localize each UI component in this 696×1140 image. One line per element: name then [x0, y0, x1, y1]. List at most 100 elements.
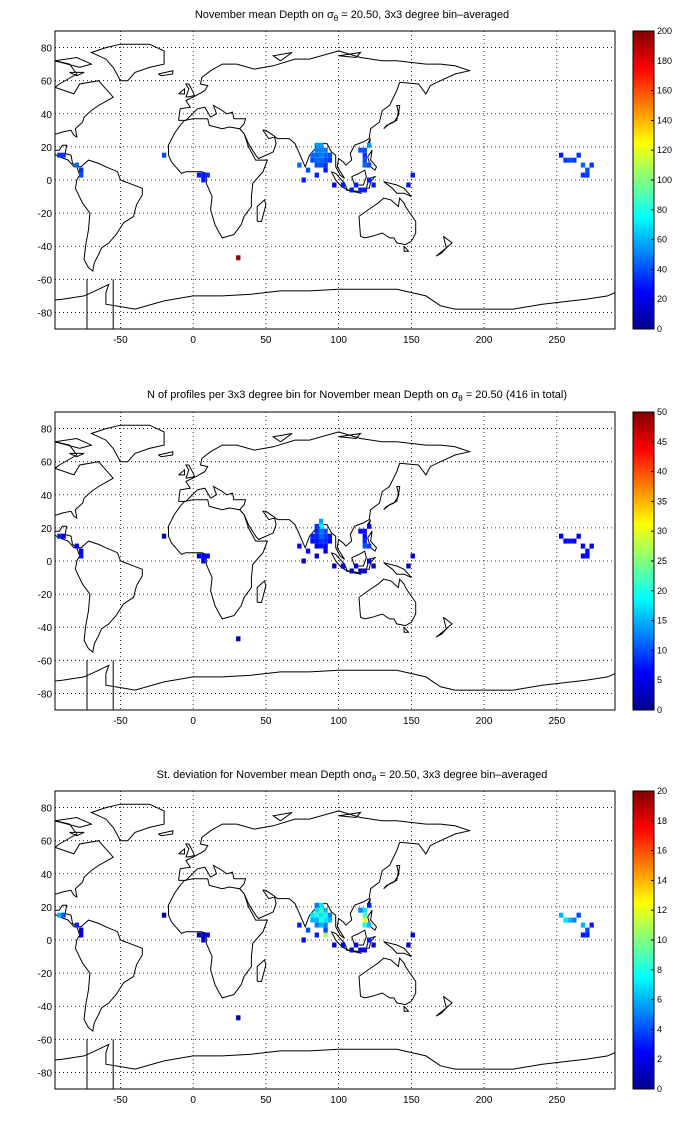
- x-tick-label: 250: [548, 716, 565, 727]
- coastline: [178, 50, 472, 179]
- data-cell: [314, 172, 319, 178]
- x-tick-label: 250: [548, 1095, 565, 1106]
- colorbar-tick-label: 20: [657, 294, 667, 304]
- coastline: [185, 843, 196, 858]
- coastline: [351, 929, 367, 946]
- data-cell: [319, 162, 324, 168]
- data-cell: [319, 157, 324, 163]
- colorbar-tick-label: 14: [657, 875, 667, 885]
- data-cell: [362, 947, 367, 953]
- coastline: [271, 52, 293, 62]
- coastline: [69, 831, 85, 837]
- data-cell: [161, 152, 167, 158]
- y-tick-label: -20: [38, 209, 53, 220]
- data-cell: [576, 152, 581, 158]
- data-cell: [410, 553, 415, 559]
- data-cell: [567, 917, 573, 923]
- colorbar-tick-label: 12: [657, 905, 667, 915]
- data-cell: [196, 932, 202, 938]
- panel-title: N of profiles per 3x3 degree bin for Nov…: [147, 389, 567, 403]
- colorbar-tick-label: 8: [657, 965, 662, 975]
- data-cell: [314, 543, 319, 549]
- data-cell: [79, 548, 84, 554]
- data-cell: [589, 162, 594, 168]
- colorbar-tick-labels: 0 2 4 6 8 10 12 14 16 18 20: [651, 786, 667, 1094]
- data-cell: [323, 167, 328, 173]
- x-tick-labels: -50 0 50 100 150 200 250: [113, 1095, 565, 1106]
- coastline-map: [55, 803, 615, 1089]
- y-tick-label: -20: [38, 969, 53, 980]
- y-tick-label: 60: [41, 837, 53, 848]
- data-cell: [61, 152, 66, 158]
- data-cell: [319, 142, 324, 148]
- data-cell: [332, 563, 337, 569]
- panel-std-deviation: St. deviation for November mean Depth on…: [38, 769, 667, 1106]
- data-cell: [314, 902, 319, 908]
- data-cell: [580, 172, 586, 178]
- data-cell: [319, 912, 324, 918]
- coastline: [19, 440, 48, 448]
- data-cell: [319, 543, 324, 549]
- data-cell: [340, 942, 346, 948]
- data-cell: [314, 142, 319, 148]
- data-cell: [314, 523, 319, 529]
- data-cell: [362, 917, 367, 923]
- coastline: [55, 441, 114, 549]
- colorbar-tick-label: 80: [657, 205, 667, 215]
- y-tick-labels: 80 60 40 20 0 -20 -40 -60 -80: [38, 44, 53, 320]
- y-tick-label: -40: [38, 242, 53, 253]
- data-cell: [567, 157, 573, 163]
- data-cell: [580, 922, 586, 928]
- coastline: [435, 1007, 447, 1017]
- data-cell: [79, 167, 84, 173]
- data-cell: [362, 543, 367, 549]
- coastline: [256, 958, 267, 982]
- coastline: [383, 105, 401, 130]
- x-tick-labels: -50 0 50 100 150 200 250: [113, 335, 565, 346]
- data-cell: [371, 563, 376, 569]
- x-tick-label: -50: [113, 1095, 128, 1106]
- y-tick-label: 80: [41, 425, 53, 436]
- data-cell: [585, 553, 590, 559]
- coastline: [442, 235, 453, 249]
- data-cell: [323, 162, 328, 168]
- data-cell: [201, 172, 206, 178]
- coastline: [383, 941, 412, 958]
- colorbar-tick-label: 16: [657, 846, 667, 856]
- colorbar-tick-label: 60: [657, 235, 667, 245]
- data-cell: [563, 157, 568, 163]
- data-cell: [323, 932, 328, 938]
- x-tick-label: 150: [403, 716, 420, 727]
- colorbar-tick-label: 100: [657, 175, 672, 185]
- data-cell: [362, 162, 367, 168]
- data-cell: [362, 538, 367, 544]
- data-cell: [236, 1015, 241, 1021]
- panel-title: St. deviation for November mean Depth on…: [157, 769, 548, 783]
- data-cell: [323, 528, 328, 534]
- data-cell: [367, 922, 372, 928]
- coastline: [185, 83, 196, 98]
- coastline: [403, 1005, 410, 1012]
- coastline: [86, 660, 114, 710]
- coastline: [338, 811, 362, 819]
- data-cell: [367, 523, 372, 529]
- data-cell: [371, 942, 376, 948]
- data-cell: [319, 518, 324, 524]
- y-tick-label: 40: [41, 870, 53, 881]
- y-tick-label: -80: [38, 308, 53, 319]
- data-cell: [580, 162, 586, 168]
- data-cell: [362, 528, 367, 534]
- coastline: [358, 578, 417, 627]
- data-cell: [79, 553, 84, 559]
- coastline: [358, 957, 417, 1006]
- colorbar-tick-label: 25: [657, 556, 667, 566]
- data-cell: [580, 543, 586, 549]
- data-cell: [323, 538, 328, 544]
- data-cell: [305, 927, 311, 933]
- data-cell: [314, 907, 319, 913]
- data-cell: [161, 533, 167, 539]
- data-cell: [327, 917, 333, 923]
- coastline: [256, 579, 267, 603]
- coastline-map: [19, 424, 615, 710]
